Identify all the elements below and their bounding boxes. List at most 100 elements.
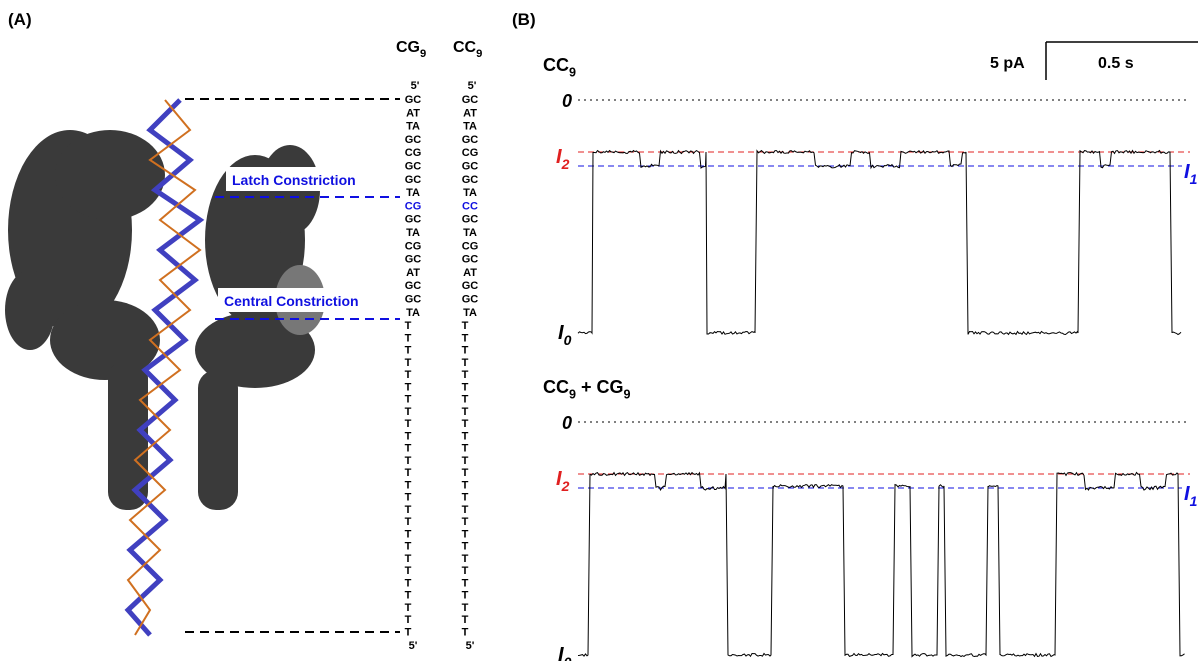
trace-title-part: 9 bbox=[569, 65, 576, 79]
level-label: I1 bbox=[1184, 161, 1198, 187]
base: T bbox=[405, 418, 412, 430]
base: T bbox=[462, 516, 469, 528]
level-label: 0 bbox=[562, 413, 572, 433]
base-pair: GC bbox=[462, 94, 479, 106]
base-pair: TA bbox=[406, 227, 420, 239]
base: T bbox=[462, 332, 469, 344]
base: T bbox=[405, 455, 412, 467]
strand-end: 5' bbox=[409, 640, 418, 652]
base: T bbox=[405, 406, 412, 418]
base: T bbox=[462, 528, 469, 540]
scale-label: 0.5 s bbox=[1098, 55, 1134, 72]
base-pair: GC bbox=[405, 174, 422, 186]
level-label-part: 2 bbox=[561, 478, 570, 494]
base: T bbox=[462, 590, 469, 602]
base: T bbox=[462, 455, 469, 467]
level-label-part: 1 bbox=[1190, 171, 1198, 187]
trace-title: CC9 bbox=[543, 55, 576, 79]
level-label-part: 1 bbox=[1190, 493, 1198, 509]
base: T bbox=[405, 541, 412, 553]
base-pair: CC bbox=[462, 200, 478, 212]
trace-title-part: 9 bbox=[569, 387, 576, 401]
current-trace bbox=[578, 473, 1185, 657]
base-pair: TA bbox=[463, 121, 477, 133]
base: T bbox=[405, 345, 412, 357]
base-pair: AT bbox=[463, 267, 477, 279]
trace-title: CC9 + CG9 bbox=[543, 377, 631, 401]
current-trace bbox=[578, 151, 1181, 335]
base: T bbox=[405, 565, 412, 577]
base: T bbox=[462, 614, 469, 626]
base: T bbox=[462, 430, 469, 442]
base: T bbox=[462, 565, 469, 577]
base: T bbox=[462, 394, 469, 406]
level-label-part: 0 bbox=[564, 332, 572, 348]
column-header-part: CC bbox=[453, 39, 477, 56]
trace-title-part: CC bbox=[543, 377, 569, 397]
base-pair: AT bbox=[463, 107, 477, 119]
base: T bbox=[405, 528, 412, 540]
base-pair: GC bbox=[462, 174, 479, 186]
level-label-part: 0 bbox=[564, 654, 572, 661]
base: T bbox=[405, 504, 412, 516]
strand-end: 5' bbox=[466, 640, 475, 652]
base: T bbox=[462, 504, 469, 516]
base-pair: GC bbox=[405, 280, 422, 292]
base: T bbox=[462, 541, 469, 553]
base: T bbox=[462, 553, 469, 565]
base-pair: GC bbox=[405, 134, 422, 146]
base: T bbox=[405, 430, 412, 442]
base-pair: AT bbox=[406, 267, 420, 279]
base: T bbox=[405, 443, 412, 455]
base: T bbox=[405, 492, 412, 504]
level-label: I1 bbox=[1184, 483, 1198, 509]
base-pair: GC bbox=[405, 161, 422, 173]
column-header: CC9 bbox=[453, 39, 482, 60]
base: T bbox=[405, 467, 412, 479]
base: T bbox=[405, 394, 412, 406]
column-header: CG9 bbox=[396, 39, 426, 60]
base: T bbox=[462, 320, 469, 332]
base-pair: GC bbox=[462, 280, 479, 292]
base: T bbox=[405, 626, 412, 638]
base: T bbox=[405, 590, 412, 602]
base: T bbox=[462, 443, 469, 455]
base: T bbox=[405, 577, 412, 589]
annotation: Central Constriction bbox=[224, 293, 359, 309]
base-pair: GC bbox=[405, 94, 422, 106]
strand-end: 5' bbox=[411, 80, 420, 92]
base: T bbox=[405, 332, 412, 344]
base-pair: GC bbox=[462, 294, 479, 306]
strand-end: 5' bbox=[468, 80, 477, 92]
base-pair: GC bbox=[462, 254, 479, 266]
base-pair: CG bbox=[405, 200, 422, 212]
column-header-part: 9 bbox=[476, 48, 482, 60]
level-label: I2 bbox=[556, 146, 570, 172]
base-pair: GC bbox=[462, 214, 479, 226]
base-pair: AT bbox=[406, 107, 420, 119]
annotation: Latch Constriction bbox=[232, 172, 356, 188]
base: T bbox=[405, 381, 412, 393]
column-header-part: CG bbox=[396, 39, 420, 56]
base-pair: TA bbox=[406, 121, 420, 133]
base: T bbox=[462, 479, 469, 491]
column-header-part: 9 bbox=[420, 48, 426, 60]
base: T bbox=[405, 357, 412, 369]
base: T bbox=[462, 492, 469, 504]
base: T bbox=[405, 320, 412, 332]
base-pair: GC bbox=[462, 134, 479, 146]
level-label: I0 bbox=[558, 322, 572, 348]
base: T bbox=[462, 602, 469, 614]
level-label-part: 2 bbox=[561, 156, 570, 172]
base: T bbox=[405, 369, 412, 381]
trace-title-part: CC bbox=[543, 55, 569, 75]
base: T bbox=[462, 418, 469, 430]
base: T bbox=[462, 626, 469, 638]
panel-label: (B) bbox=[512, 10, 536, 29]
base-pair: GC bbox=[405, 294, 422, 306]
base: T bbox=[405, 553, 412, 565]
base: T bbox=[462, 406, 469, 418]
panel-label: (A) bbox=[8, 10, 32, 29]
base: T bbox=[462, 357, 469, 369]
